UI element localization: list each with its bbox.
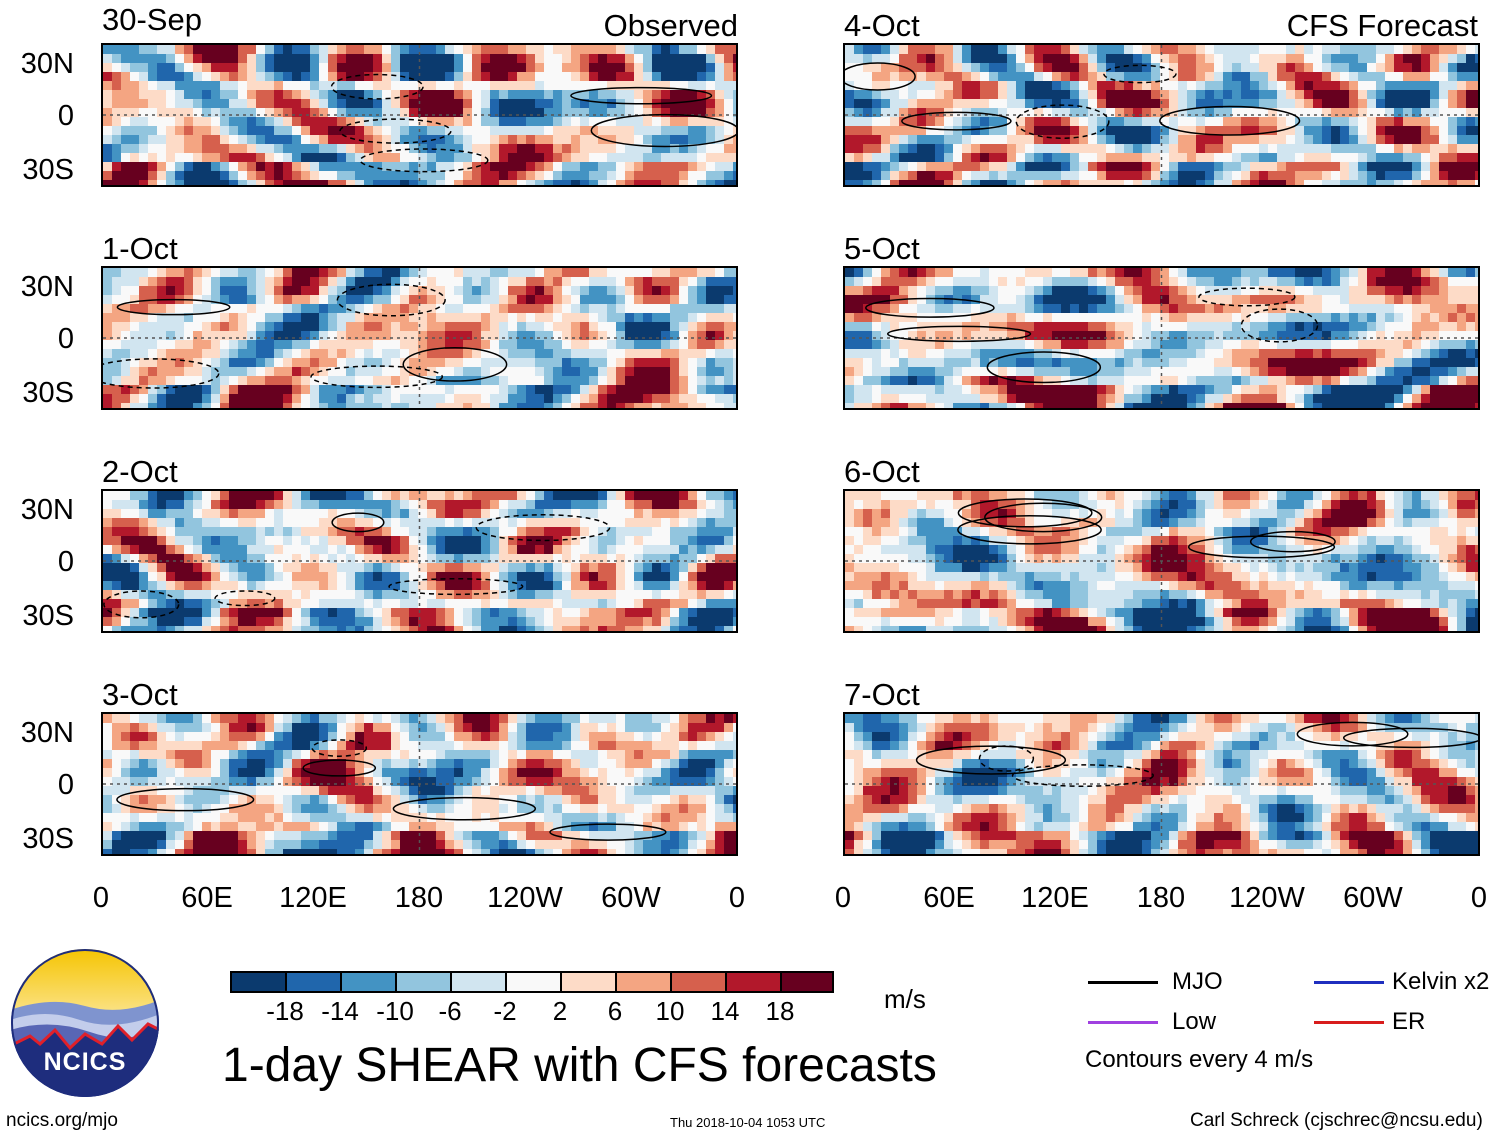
legend-label-low: Low <box>1172 1008 1217 1035</box>
colorbar-label: 14 <box>710 996 740 1026</box>
lon-label: 60E <box>181 882 233 914</box>
shear-field <box>845 268 1478 408</box>
colorbar-swatch <box>340 971 395 993</box>
panel-date: 6-Oct <box>844 454 920 489</box>
colorbar-label: -18 <box>266 996 304 1026</box>
colorbar-label: 2 <box>552 996 568 1026</box>
shear-map <box>843 43 1480 187</box>
panel-date: 30-Sep <box>102 2 202 37</box>
panel-date: 3-Oct <box>102 677 178 712</box>
units-label: m/s <box>884 984 926 1014</box>
lon-label: 60E <box>923 882 975 914</box>
lon-label: 60W <box>601 882 661 914</box>
panel-date: 5-Oct <box>844 231 920 266</box>
shear-field <box>845 45 1478 185</box>
lon-label: 120E <box>1021 882 1089 914</box>
chart-title: 1-day SHEAR with CFS forecasts <box>222 1039 937 1092</box>
footer-url[interactable]: ncics.org/mjo <box>6 1110 118 1131</box>
colorbar-swatch <box>725 971 780 993</box>
colorbar-label: -10 <box>376 996 414 1026</box>
shear-map <box>101 266 738 410</box>
colorbar-swatch <box>780 971 834 993</box>
lat-label-0: 0 <box>57 323 74 355</box>
panel-date: 7-Oct <box>844 677 920 712</box>
lat-label-30n: 30N <box>20 48 74 80</box>
shear-field <box>103 268 736 408</box>
lat-label-30n: 30N <box>20 271 74 303</box>
legend-line-kelvin <box>1314 981 1384 984</box>
lat-label-30n: 30N <box>20 717 74 749</box>
lat-label-0: 0 <box>57 546 74 578</box>
logo-text: NCICS <box>43 1048 127 1076</box>
colorbar-label: -2 <box>493 996 517 1026</box>
footer-author: Carl Schreck (cjschrec@ncsu.edu) <box>1190 1110 1483 1131</box>
colorbar-label: -6 <box>438 996 462 1026</box>
colorbar-label: 18 <box>765 996 795 1026</box>
shear-field <box>103 491 736 631</box>
legend-label-kelvin: Kelvin x2 <box>1392 968 1490 995</box>
footer-timestamp: Thu 2018-10-04 1053 UTC <box>670 1115 826 1130</box>
lon-label: 0 <box>728 882 746 914</box>
colorbar-swatch <box>230 971 285 993</box>
shear-field <box>103 45 736 185</box>
panel-date: 2-Oct <box>102 454 178 489</box>
lat-label-30n: 30N <box>20 494 74 526</box>
lon-label: 60W <box>1343 882 1403 914</box>
shear-map <box>101 712 738 856</box>
lon-label: 120W <box>487 882 563 914</box>
lon-label: 180 <box>1136 882 1186 914</box>
shear-map <box>101 489 738 633</box>
lat-label-0: 0 <box>57 769 74 801</box>
shear-map <box>101 43 738 187</box>
legend-label-er: ER <box>1392 1008 1426 1035</box>
shear-map <box>843 489 1480 633</box>
forecast-label: CFS Forecast <box>1286 8 1478 43</box>
lon-label: 0 <box>834 882 852 914</box>
colorbar-label: 10 <box>655 996 685 1026</box>
shear-map <box>843 266 1480 410</box>
lat-label-30s: 30S <box>22 823 74 855</box>
lon-label: 0 <box>1470 882 1488 914</box>
colorbar-swatch <box>450 971 505 993</box>
legend-line-er <box>1314 1021 1384 1024</box>
lat-label-30s: 30S <box>22 600 74 632</box>
observed-label: Observed <box>603 8 738 43</box>
lon-label: 0 <box>92 882 110 914</box>
ncics-logo-icon <box>11 949 159 1097</box>
lat-label-0: 0 <box>57 100 74 132</box>
shear-field <box>845 714 1478 854</box>
legend-line-mjo <box>1088 981 1158 984</box>
colorbar-swatch <box>670 971 725 993</box>
colorbar-swatch <box>285 971 340 993</box>
lat-label-30s: 30S <box>22 154 74 186</box>
ncics-logo[interactable]: NCICS <box>10 948 160 1098</box>
lat-label-30s: 30S <box>22 377 74 409</box>
legend-line-low <box>1088 1021 1158 1024</box>
colorbar-swatch <box>505 971 560 993</box>
colorbar-swatch <box>395 971 450 993</box>
colorbar-swatch <box>560 971 615 993</box>
shear-field <box>845 491 1478 631</box>
colorbar-label: -14 <box>321 996 359 1026</box>
lon-label: 120W <box>1229 882 1305 914</box>
shear-field <box>103 714 736 854</box>
lon-label: 180 <box>394 882 444 914</box>
colorbar-swatch <box>615 971 670 993</box>
panel-date: 4-Oct <box>844 8 920 43</box>
panel-date: 1-Oct <box>102 231 178 266</box>
lon-label: 120E <box>279 882 347 914</box>
contour-note: Contours every 4 m/s <box>1085 1046 1314 1073</box>
legend-label-mjo: MJO <box>1172 968 1223 995</box>
shear-map <box>843 712 1480 856</box>
colorbar-label: 6 <box>607 996 623 1026</box>
